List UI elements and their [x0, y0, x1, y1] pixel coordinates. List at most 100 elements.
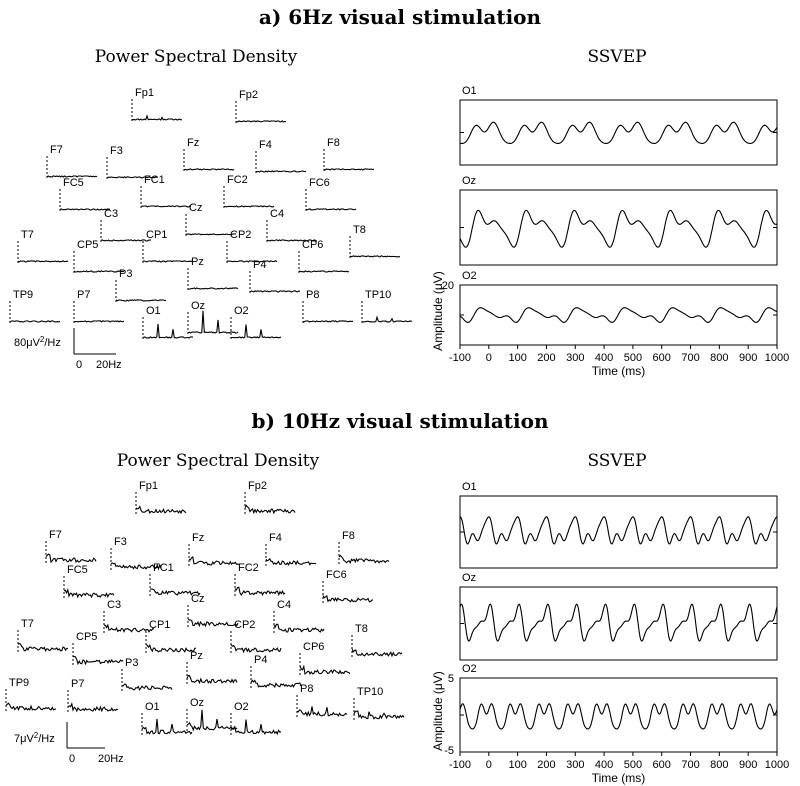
psd-channel-fp2: Fp2	[244, 480, 296, 515]
ssvep-series-oz: Oz	[459, 572, 778, 661]
x-tick-label: 500	[624, 759, 642, 771]
psd-trace-p7	[67, 702, 119, 713]
psd-label-oz: Oz	[190, 697, 204, 709]
psd-channel-c3: C3	[103, 599, 155, 634]
psd-trace-fp2	[244, 504, 296, 515]
psd-channel-tp10: TP10	[353, 686, 405, 721]
psd-channel-cp5: CP5	[72, 631, 124, 666]
psd-label-cp6: CP6	[303, 641, 324, 653]
psd-trace-t8	[351, 648, 403, 658]
panel-b-psd-scale-y: 7μV2/Hz	[14, 731, 55, 746]
psd-channel-p7: P7	[67, 678, 119, 713]
psd-channel-fc2: FC2	[223, 174, 275, 209]
psd-channel-o2: O2	[230, 305, 282, 340]
psd-trace-oz	[186, 709, 238, 732]
psd-channel-fc2: FC2	[234, 562, 286, 597]
psd-label-f7: F7	[49, 529, 62, 541]
psd-trace-p4	[250, 679, 302, 688]
psd-label-cp5: CP5	[76, 631, 97, 643]
psd-trace-f7	[46, 175, 98, 178]
panel-a-psd-title: Power Spectral Density	[95, 47, 298, 67]
psd-channel-fp1: Fp1	[131, 87, 183, 122]
x-tick-label: 500	[624, 352, 642, 364]
psd-label-cp1: CP1	[146, 229, 167, 241]
psd-trace-tp9	[9, 320, 61, 323]
psd-trace-f4	[255, 170, 307, 173]
ssvep-trace-o1	[459, 121, 778, 144]
x-tick-label: -100	[449, 759, 471, 771]
panel-b-title: b) 10Hz visual stimulation	[251, 409, 549, 433]
psd-label-cp5: CP5	[77, 239, 98, 251]
psd-channel-fc5: FC5	[59, 177, 110, 212]
psd-label-f3: F3	[110, 145, 123, 157]
x-tick-label: 200	[537, 759, 555, 771]
ssvep-trace-oz	[459, 209, 778, 248]
psd-channel-o1: O1	[141, 701, 193, 736]
x-tick-label: 800	[710, 759, 728, 771]
ssvep-trace-oz	[459, 603, 778, 642]
psd-trace-c3	[100, 239, 152, 242]
psd-label-tp9: TP9	[13, 289, 33, 301]
psd-trace-o1	[142, 323, 194, 339]
x-tick-label: 700	[681, 352, 699, 364]
psd-trace-fc1	[140, 205, 192, 208]
psd-trace-f8	[338, 554, 390, 565]
psd-label-p3: P3	[119, 268, 132, 280]
psd-label-cz: Cz	[191, 593, 204, 605]
psd-label-c3: C3	[107, 599, 121, 611]
psd-label-fc6: FC6	[309, 177, 330, 189]
psd-trace-f8	[323, 168, 375, 171]
psd-channel-cp1: CP1	[142, 229, 194, 264]
panel-a-psd-topomap: Fp1 Fp2 F7 F3 Fz F4 F8 FC5 FC1 FC2 FC6 T7 C3 Cz C4 T8 CP…	[9, 87, 412, 340]
x-axis-label: Time (ms)	[592, 364, 646, 378]
psd-trace-p3	[115, 299, 167, 302]
psd-label-fc2: FC2	[238, 562, 259, 574]
psd-label-cp6: CP6	[302, 239, 323, 251]
panel-a-ssvep-title: SSVEP	[587, 47, 646, 67]
x-tick-label: 100	[508, 759, 526, 771]
psd-label-fc1: FC1	[153, 562, 174, 574]
psd-trace-p3	[121, 683, 173, 691]
ssvep-label-o1: O1	[462, 85, 477, 97]
psd-trace-t8	[349, 255, 401, 258]
x-tick-label: 300	[566, 759, 584, 771]
psd-label-c4: C4	[277, 599, 291, 611]
psd-label-f8: F8	[327, 137, 340, 149]
psd-trace-fp1	[135, 505, 187, 515]
y-axis-label: Amplitude (μV)	[431, 271, 445, 351]
psd-label-cp2: CP2	[234, 619, 255, 631]
psd-label-p8: P8	[306, 289, 319, 301]
psd-trace-cp2	[226, 260, 278, 263]
x-tick-label: 0	[486, 759, 492, 771]
psd-channel-f8: F8	[323, 137, 375, 172]
psd-trace-f3	[110, 562, 162, 571]
psd-channel-p3: P3	[115, 268, 167, 303]
psd-channel-pz: Pz	[187, 256, 239, 291]
psd-trace-c3	[103, 623, 155, 633]
psd-channel-fp2: Fp2	[235, 89, 287, 124]
x-tick-label: 400	[595, 759, 613, 771]
psd-channel-cp6: CP6	[298, 239, 350, 274]
psd-channel-f4: F4	[255, 139, 307, 174]
psd-channel-o1: O1	[142, 305, 194, 340]
psd-trace-fc5	[63, 588, 115, 599]
psd-channel-f3: F3	[106, 145, 158, 180]
ssvep-series-oz: Oz	[459, 175, 778, 266]
x-tick-label: 800	[710, 352, 728, 364]
psd-label-fz: Fz	[192, 532, 204, 544]
psd-trace-fc1	[149, 588, 201, 597]
psd-label-fp1: Fp1	[139, 480, 158, 492]
psd-channel-cz: Cz	[185, 202, 237, 237]
psd-label-fz: Fz	[187, 137, 199, 149]
ssvep-trace-o2	[459, 703, 778, 730]
psd-label-oz: Oz	[191, 300, 205, 312]
psd-trace-tp10	[353, 710, 405, 720]
psd-channel-p4: P4	[249, 259, 301, 294]
psd-trace-p8	[296, 706, 348, 718]
psd-channel-f3: F3	[110, 536, 162, 571]
psd-channel-fc5: FC5	[63, 564, 115, 599]
psd-channel-tp10: TP10	[361, 289, 412, 324]
psd-trace-cz	[185, 233, 237, 236]
psd-label-f3: F3	[114, 536, 127, 548]
